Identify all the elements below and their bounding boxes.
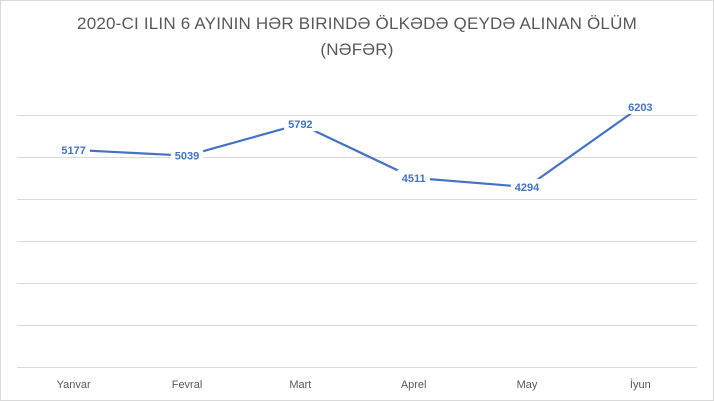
series-layer xyxy=(72,105,642,189)
data-label-background xyxy=(284,116,317,132)
data-labels: 5177 5039 5792 4511 4294 6203 xyxy=(57,98,657,194)
data-label: 5039 xyxy=(175,151,199,163)
data-label-background xyxy=(397,169,430,185)
data-label: 5792 xyxy=(288,119,312,131)
data-label: 6203 xyxy=(628,102,652,114)
x-tick-label: Mart xyxy=(289,379,311,391)
series-line xyxy=(72,105,642,189)
data-label: 4511 xyxy=(402,173,426,185)
data-label-background xyxy=(170,147,204,163)
data-label: 4294 xyxy=(515,182,540,194)
x-tick-label: İyun xyxy=(630,378,651,391)
x-tick-label: Fevral xyxy=(172,379,203,391)
data-label: 5177 xyxy=(61,145,85,157)
data-label-background xyxy=(510,178,544,194)
chart-title-line2: (NƏFƏR) xyxy=(320,40,394,59)
chart-title-line1: 2020-CI ILIN 6 AYININ HƏR BIRINDƏ ÖLKƏDƏ… xyxy=(77,14,637,33)
chart-title: 2020-CI ILIN 6 AYININ HƏR BIRINDƏ ÖLKƏDƏ… xyxy=(0,11,714,63)
gridlines xyxy=(17,115,697,368)
x-axis: Yanvar Fevral Mart Aprel May İyun xyxy=(57,378,651,391)
x-tick-label: Aprel xyxy=(401,379,427,391)
data-label-background xyxy=(624,98,657,114)
data-label-background xyxy=(57,141,90,157)
x-tick-label: May xyxy=(517,379,538,391)
x-tick-label: Yanvar xyxy=(57,379,91,391)
